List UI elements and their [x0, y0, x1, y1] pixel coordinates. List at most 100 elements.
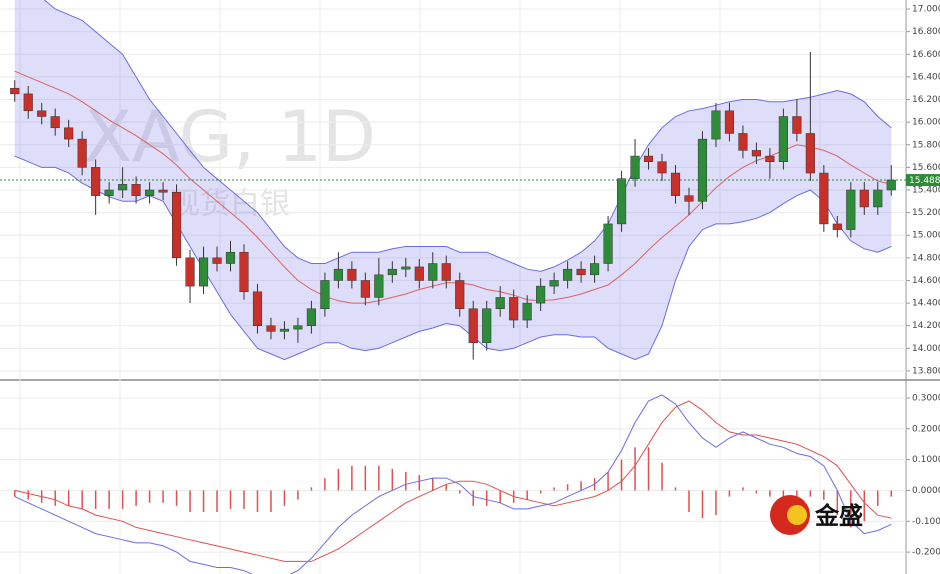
candle-body [50, 116, 60, 129]
candle-body [374, 274, 384, 298]
y-tick-label: 16.800 [912, 27, 940, 37]
candle-body [428, 263, 438, 281]
candle-body [643, 155, 654, 162]
macd-dea [14, 400, 892, 562]
candle-body [360, 280, 370, 298]
band-fill [14, 0, 892, 360]
candle-body [252, 291, 263, 326]
candle-body [239, 251, 249, 293]
candle-body [576, 268, 586, 276]
candle-body [522, 302, 532, 321]
last-price-label: 15.488 [909, 176, 940, 186]
band-middle [14, 70, 892, 304]
candle-body [778, 116, 788, 162]
candle-body [684, 195, 694, 202]
candle-body [198, 257, 209, 287]
candle-body [509, 297, 519, 321]
y-tick-label: 15.600 [912, 163, 940, 173]
candle-body [819, 172, 829, 225]
watermark: XAG, 1D [84, 96, 376, 178]
candle-body [77, 138, 87, 168]
candle-body [616, 178, 627, 225]
y-tick-label: 16.000 [912, 118, 940, 128]
candle-body [738, 133, 748, 151]
y-tick-label: 13.800 [912, 366, 940, 376]
candle-body [859, 189, 869, 208]
candle-body [886, 179, 896, 191]
candle-body [657, 161, 667, 174]
logo: 金盛 [770, 495, 863, 535]
candle-body [37, 110, 47, 117]
candle-body [805, 133, 815, 174]
candle-body [482, 308, 492, 343]
watermark-sub: 现货白银 [170, 187, 290, 222]
y-tick-label: 14.600 [912, 276, 940, 286]
candle-body [131, 184, 141, 196]
band-lower [14, 155, 892, 361]
candle-body [495, 297, 505, 310]
y-tick-label: 17.000 [912, 5, 940, 15]
candle-body [549, 280, 559, 287]
y-tick-label: 16.400 [912, 72, 940, 82]
candle-body [279, 328, 290, 332]
candle-body [387, 268, 397, 276]
candle-body [414, 266, 424, 281]
candle-body [23, 93, 33, 112]
y-tick-label: 15.400 [912, 186, 940, 196]
y-tick-label: 14.800 [912, 253, 940, 263]
candle-body [401, 266, 411, 270]
y-tick-label: 15.000 [912, 231, 940, 241]
candle-body [225, 251, 236, 264]
candle-body [158, 189, 168, 193]
y-tick-label: 16.600 [912, 50, 940, 60]
candle-body [10, 87, 20, 95]
y-tick-label: 15.800 [912, 140, 940, 150]
candle-body [293, 325, 303, 330]
candle-body [455, 280, 465, 310]
candle-body [104, 189, 114, 196]
candle-body [792, 116, 802, 134]
candle-body [563, 268, 573, 281]
candle-body [724, 110, 735, 134]
logo-icon-inner [787, 505, 807, 525]
y-tick-label: 16.200 [912, 95, 940, 105]
candle-body [536, 285, 546, 304]
candle-body [697, 138, 708, 202]
candle-body [711, 110, 721, 140]
candle-body [266, 325, 276, 332]
y-tick-label: 14.400 [912, 299, 940, 309]
macd-dif [14, 394, 892, 574]
logo-text: 金盛 [814, 502, 863, 530]
candle-body [185, 257, 195, 287]
candle-body [751, 150, 761, 157]
candle-body [765, 155, 775, 162]
candle-body [212, 257, 222, 264]
candle-body [347, 268, 357, 281]
candle-body [468, 308, 478, 343]
y-tick-label: 14.000 [912, 344, 940, 354]
band-upper [43, 0, 892, 272]
candle-body [320, 280, 330, 310]
candle-body [670, 172, 681, 196]
candle-body [145, 189, 155, 196]
candle-body [832, 223, 842, 230]
candle-body [846, 189, 856, 230]
candle-body [590, 263, 600, 276]
y-tick-label: 0.3000 [912, 393, 940, 403]
candle-body [306, 308, 316, 326]
candle-body [441, 263, 451, 281]
candle-body [873, 189, 883, 208]
candle-body [171, 192, 182, 259]
last-price-badge [906, 174, 940, 187]
candle-body [91, 167, 101, 196]
y-tick-label: 15.200 [912, 208, 940, 218]
candle-body [630, 155, 640, 179]
candle-body [118, 184, 128, 191]
